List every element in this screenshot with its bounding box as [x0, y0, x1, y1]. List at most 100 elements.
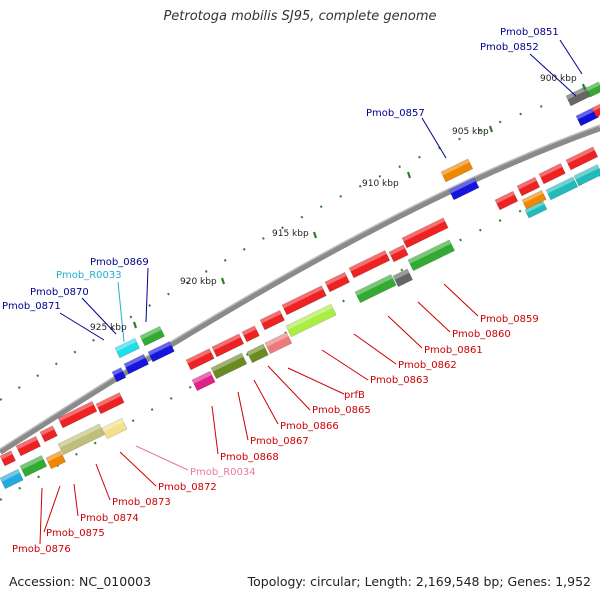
scale-ticks: 900 kbp 905 kbp 910 kbp 915 kbp 920 kbp 925 k… — [90, 74, 587, 333]
feature-green-0862 — [354, 274, 397, 304]
feature-red-a — [494, 190, 519, 211]
leader-line — [119, 451, 157, 487]
leader-line — [135, 445, 189, 471]
map-title: Petrotoga mobilis SJ95, complete genome — [163, 9, 437, 24]
feature-orange-0874 — [45, 450, 66, 470]
gene-label[interactable]: Pmob_0861 — [424, 345, 483, 356]
gene-features — [0, 81, 600, 490]
feature-magenta-0868 — [191, 370, 216, 392]
gene-label[interactable]: Pmob_0868 — [220, 452, 279, 463]
feature-red-n — [0, 450, 16, 467]
tick-label: 900 kbp — [540, 74, 577, 84]
feature-lime-prfB — [285, 303, 337, 338]
feature-orange-0857 — [440, 158, 474, 183]
feature-green-900 — [585, 81, 600, 98]
gene-label[interactable]: Pmob_0876 — [12, 544, 71, 555]
tick-label: 905 kbp — [452, 127, 489, 137]
leader-line — [39, 487, 43, 545]
leader-line — [81, 297, 117, 335]
feature-green-0869 — [139, 326, 165, 347]
tick-mark — [581, 83, 587, 91]
gene-label[interactable]: Pmob_0870 — [30, 287, 89, 298]
gene-label[interactable]: Pmob_0857 — [366, 108, 425, 119]
gene-label[interactable]: Pmob_R0033 — [56, 270, 122, 281]
leader-line — [59, 312, 105, 341]
feature-red-j — [324, 272, 350, 293]
leader-line — [443, 283, 479, 317]
feature-teal-b — [545, 176, 579, 201]
feature-blue-0857 — [448, 177, 480, 201]
feature-red-q — [57, 401, 98, 429]
feature-red-o — [15, 436, 41, 457]
feature-khaki-0873 — [57, 423, 105, 456]
feature-yellow-R0034 — [101, 418, 128, 440]
feature-red-k — [348, 250, 391, 279]
gene-label[interactable]: Pmob_0873 — [112, 497, 171, 508]
gene-label[interactable]: Pmob_0869 — [90, 257, 149, 268]
gene-label[interactable]: Pmob_0874 — [80, 513, 139, 524]
feature-blue-small — [111, 367, 127, 383]
leader-line — [287, 367, 345, 395]
leader-line — [253, 379, 279, 425]
feature-blue-0876 — [0, 468, 24, 490]
feature-green-0875 — [19, 455, 48, 478]
feature-red-r — [95, 392, 125, 415]
feature-red-d — [565, 146, 599, 171]
tick-label: 925 kbp — [90, 323, 127, 333]
gene-label[interactable]: Pmob_0860 — [452, 329, 511, 340]
backbone-line — [0, 125, 600, 455]
leader-line — [267, 365, 311, 411]
gene-label[interactable]: Pmob_0865 — [312, 405, 371, 416]
feature-red-c — [538, 163, 566, 185]
tick-mark — [406, 171, 412, 179]
gene-label[interactable]: Pmob_0867 — [250, 436, 309, 447]
leader-line — [529, 53, 577, 97]
gene-label[interactable]: Pmob_0871 — [2, 301, 61, 312]
tick-label: 910 kbp — [362, 179, 399, 189]
leader-line — [43, 485, 61, 533]
gene-label[interactable]: Pmob_0875 — [46, 528, 105, 539]
feature-blue-0871 — [123, 354, 149, 375]
feature-red-m — [401, 217, 449, 249]
label-leaders — [39, 39, 583, 545]
gene-label[interactable]: Pmob_0852 — [480, 42, 539, 53]
genome-backbone — [0, 124, 600, 455]
feature-red-e — [185, 348, 215, 371]
gene-label[interactable]: Pmob_0866 — [280, 421, 339, 432]
feature-red-g — [241, 325, 260, 343]
gene-label[interactable]: Pmob_0863 — [370, 375, 429, 386]
leader-line — [387, 315, 423, 349]
tick-mark — [220, 277, 226, 285]
leader-line — [145, 267, 149, 323]
leader-line — [421, 117, 447, 159]
gene-labels: Pmob_0851 Pmob_0852 Pmob_0857 Pmob_0869 Pmob… — [2, 27, 559, 555]
gene-label[interactable]: Pmob_R0034 — [190, 467, 256, 478]
leader-line — [211, 405, 219, 455]
leader-line — [73, 483, 79, 517]
feature-orange-b — [521, 190, 547, 210]
gene-label[interactable]: Pmob_0872 — [158, 482, 217, 493]
leader-line — [559, 39, 583, 75]
feature-teal-a — [524, 200, 548, 219]
leader-line — [237, 391, 249, 441]
tick-label: 915 kbp — [272, 229, 309, 239]
backbone-highlight — [0, 124, 600, 450]
gene-label[interactable]: Pmob_0851 — [500, 27, 559, 38]
feature-red-p — [39, 425, 58, 443]
gene-label[interactable]: Pmob_0862 — [398, 360, 457, 371]
feature-cyan-R0033 — [114, 338, 140, 359]
feature-gray-0861 — [392, 268, 413, 288]
gene-label[interactable]: prfB — [344, 390, 365, 401]
tick-label: 920 kbp — [180, 277, 217, 287]
feature-olive-0867 — [210, 352, 248, 380]
leader-line — [95, 463, 111, 501]
feature-teal-c — [573, 164, 600, 187]
gene-label[interactable]: Pmob_0859 — [480, 314, 539, 325]
feature-olive-0866 — [246, 343, 269, 364]
feature-green-0860 — [407, 239, 455, 272]
feature-red-b — [516, 176, 541, 197]
leader-line — [321, 349, 369, 381]
leader-line — [117, 281, 125, 343]
genome-summary: Topology: circular; Length: 2,169,548 bp… — [247, 574, 591, 589]
dotted-guides — [0, 98, 600, 501]
